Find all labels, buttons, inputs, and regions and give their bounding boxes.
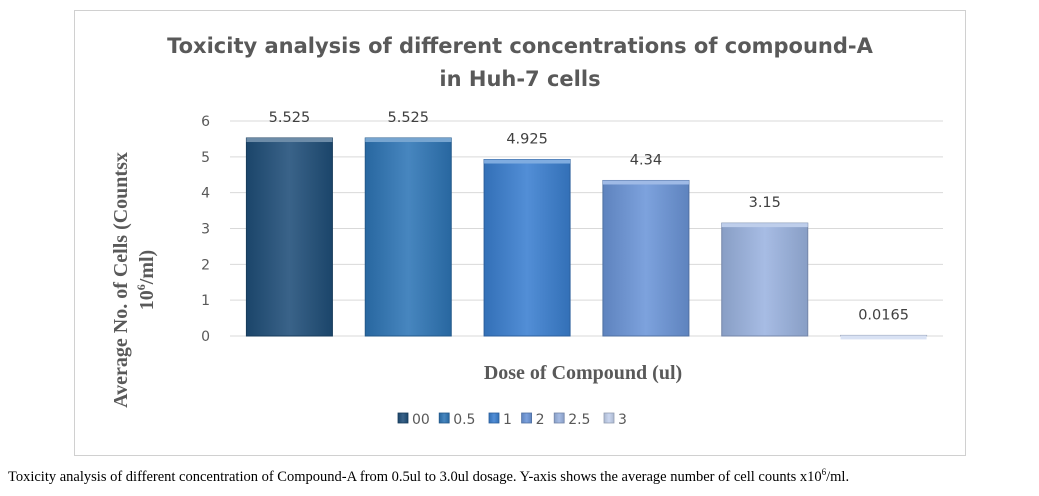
bar	[602, 179, 690, 337]
y-tick-label: 6	[201, 114, 210, 130]
legend-label: 1	[503, 412, 512, 428]
bar-highlight	[602, 180, 689, 185]
chart-title: Toxicity analysis of different concentra…	[74, 30, 966, 96]
data-label: 5.525	[387, 110, 429, 126]
bars	[245, 137, 928, 340]
legend-swatch	[397, 412, 409, 424]
bar-highlight	[840, 335, 927, 340]
legend-label: 2.5	[568, 412, 590, 428]
y-tick-label: 0	[201, 329, 210, 345]
data-label: 3.15	[749, 195, 781, 211]
y-axis-title-group: Average No. of Cells (Countsx 106/ml)	[110, 152, 158, 408]
legend-label: 2	[536, 412, 545, 428]
bar	[245, 137, 333, 337]
legend-label: 0.5	[453, 412, 475, 428]
y-axis-title-unit: /ml)	[136, 250, 158, 285]
caption-text: Toxicity analysis of different concentra…	[8, 468, 822, 485]
y-tick-label: 2	[201, 257, 210, 273]
y-tick-label: 4	[201, 186, 210, 202]
bar-highlight	[365, 138, 452, 143]
y-tick-label: 5	[201, 150, 210, 166]
legend-swatch	[488, 412, 500, 424]
bar-highlight	[721, 223, 808, 228]
gridlines	[230, 120, 943, 337]
y-axis-ticks: 0 1 2 3 4 5 6	[201, 114, 210, 345]
legend: 00 0.5 1 2 2.5 3	[397, 412, 627, 428]
bar	[721, 222, 809, 337]
legend-swatch	[438, 412, 450, 424]
legend-label: 3	[618, 412, 627, 428]
chart-title-line-1: Toxicity analysis of different concentra…	[167, 34, 873, 58]
y-tick-label: 1	[201, 293, 210, 309]
legend-swatch	[521, 412, 532, 424]
chart-title-line-2: in Huh-7 cells	[439, 67, 601, 91]
data-label: 4.925	[506, 132, 548, 148]
y-tick-label: 3	[201, 222, 210, 238]
caption-exponent: 6	[821, 467, 827, 477]
y-axis-title-base: 10	[136, 290, 158, 310]
legend-swatch	[603, 412, 615, 424]
bar	[483, 159, 571, 337]
bar-highlight	[484, 159, 571, 164]
x-axis-title: Dose of Compound (ul)	[484, 362, 682, 384]
legend-label: 00	[412, 412, 430, 428]
data-label: 0.0165	[858, 307, 909, 323]
y-axis-title-line-1: Average No. of Cells (Countsx	[110, 152, 132, 408]
data-label: 5.525	[269, 110, 311, 126]
data-label: 4.34	[630, 152, 662, 168]
x-axis-title-group: Dose of Compound (ul)	[484, 362, 682, 384]
data-labels: 5.525 5.525 4.925 4.34 3.15 0.0165	[269, 110, 909, 323]
bar-highlight	[246, 138, 333, 143]
y-axis-title-exponent: 6	[134, 284, 148, 290]
legend-swatch	[553, 412, 565, 424]
y-axis-title-line-2: 106/ml)	[134, 250, 158, 310]
bar	[364, 137, 452, 337]
caption-unit: /ml.	[826, 468, 850, 485]
figure-caption: Toxicity analysis of different concentra…	[8, 467, 1036, 486]
